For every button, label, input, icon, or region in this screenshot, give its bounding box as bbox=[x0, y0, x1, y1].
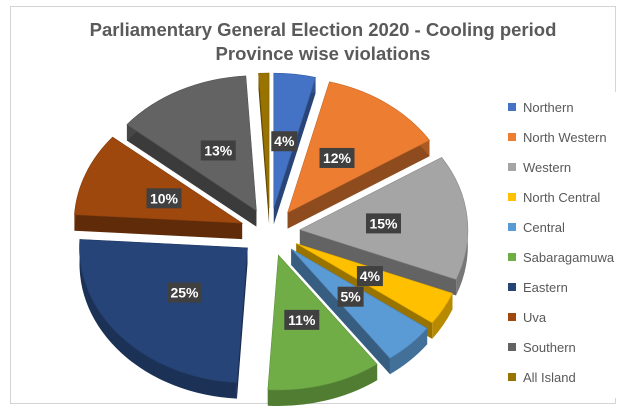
svg-text:15%: 15% bbox=[369, 215, 398, 231]
legend-label: North Western bbox=[523, 129, 607, 145]
svg-text:5%: 5% bbox=[340, 289, 361, 305]
legend-swatch bbox=[508, 313, 516, 321]
data-label-north-central: 4% bbox=[356, 266, 383, 287]
legend-swatch bbox=[508, 163, 516, 171]
data-label-southern: 13% bbox=[200, 140, 236, 161]
pie-slice-sabaragamuwa bbox=[267, 254, 378, 407]
svg-text:25%: 25% bbox=[170, 285, 199, 301]
data-label-sabaragamuwa: 11% bbox=[284, 309, 320, 330]
pie-slice-north-western bbox=[287, 81, 430, 229]
pie-slices bbox=[74, 72, 469, 407]
data-label-northern: 4% bbox=[271, 131, 298, 152]
svg-text:12%: 12% bbox=[323, 150, 352, 166]
pie-slice-southern bbox=[126, 75, 257, 227]
data-label-north-western: 12% bbox=[319, 147, 355, 168]
legend-label: Eastern bbox=[523, 279, 568, 295]
data-label-central: 5% bbox=[337, 286, 364, 307]
svg-text:11%: 11% bbox=[288, 312, 316, 328]
svg-text:10%: 10% bbox=[150, 190, 179, 206]
legend-item-all-island: All Island bbox=[498, 362, 626, 392]
chart-title-line-1: Parliamentary General Election 2020 - Co… bbox=[89, 19, 557, 40]
legend-item-north-central: North Central bbox=[498, 182, 626, 212]
data-labels: 4% 12% 15% 4% 5% 11% 25% 10% 13% bbox=[146, 131, 401, 330]
legend-label: Northern bbox=[523, 99, 574, 115]
legend-label: Western bbox=[523, 159, 572, 175]
data-label-uva: 10% bbox=[146, 188, 182, 209]
legend-item-southern: Southern bbox=[498, 332, 626, 362]
legend-item-uva: Uva bbox=[498, 302, 626, 332]
legend-swatch bbox=[508, 193, 516, 201]
legend-swatch bbox=[508, 223, 516, 231]
legend-item-sabaragamuwa: Sabaragamuwa bbox=[498, 242, 626, 272]
legend-swatch bbox=[508, 343, 516, 351]
pie-slice-all-island bbox=[258, 72, 270, 225]
legend-swatch bbox=[508, 103, 516, 111]
legend-label: Southern bbox=[523, 339, 576, 355]
pie-slice-eastern bbox=[79, 239, 248, 399]
pie-slice-uva bbox=[74, 136, 244, 240]
chart-title-line-2: Province wise violations bbox=[215, 43, 431, 64]
legend-swatch bbox=[508, 373, 516, 381]
legend-label: North Central bbox=[523, 189, 601, 205]
data-label-eastern: 25% bbox=[166, 282, 202, 303]
legend-item-north-western: North Western bbox=[498, 122, 626, 152]
svg-text:13%: 13% bbox=[204, 142, 233, 158]
legend-label: Sabaragamuwa bbox=[523, 249, 615, 265]
legend-swatch bbox=[508, 253, 516, 261]
legend-swatch bbox=[508, 133, 516, 141]
legend-label: All Island bbox=[523, 369, 576, 385]
legend-label: Central bbox=[523, 219, 565, 235]
svg-text:4%: 4% bbox=[360, 268, 381, 284]
legend-item-eastern: Eastern bbox=[498, 272, 626, 302]
svg-text:4%: 4% bbox=[274, 133, 295, 149]
chart-title: Parliamentary General Election 2020 - Co… bbox=[40, 18, 606, 66]
data-label-western: 15% bbox=[365, 213, 401, 234]
legend-swatch bbox=[508, 283, 516, 291]
legend-label: Uva bbox=[523, 309, 547, 325]
chart-legend: Northern North Western Western North Centra… bbox=[498, 92, 626, 398]
legend-item-western: Western bbox=[498, 152, 626, 182]
legend-item-northern: Northern bbox=[498, 92, 626, 122]
legend-item-central: Central bbox=[498, 212, 626, 242]
